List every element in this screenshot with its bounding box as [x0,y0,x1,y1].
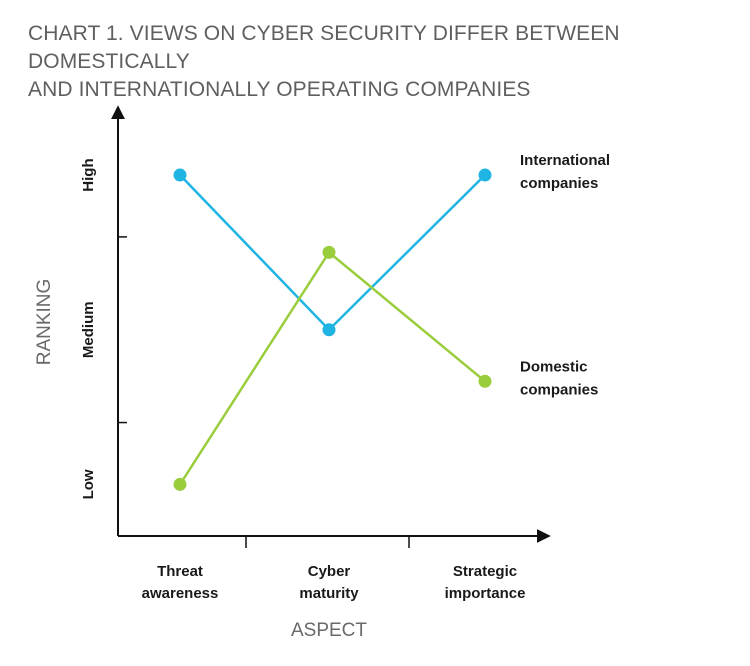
x-tick-label-1: Threat awareness [142,563,219,602]
data-point-domestic-2 [322,245,336,259]
y-tick-label-high: High [80,158,97,191]
series-label-line: Domestic [520,358,588,375]
chart-title-line-2: AND INTERNATIONALLY OPERATING COMPANIES [28,78,531,101]
x-tick-label-line: importance [445,585,526,602]
data-point-international-1 [173,168,187,182]
x-tick-label-3: Strategic importance [445,563,526,602]
x-tick-label-2: Cyber maturity [299,563,359,602]
series-label-international: International companies [520,152,610,192]
chart-title: CHART 1. VIEWS ON CYBER SECURITY DIFFER … [28,20,738,104]
series-label-line: companies [520,381,598,398]
series-points [173,168,492,491]
data-point-international-2 [322,323,336,337]
y-tick-label-low: Low [80,469,97,499]
data-point-domestic-1 [173,477,187,491]
chart-labels: Low Medium High RANKING Threat awareness Cyber… [34,152,610,641]
x-tick-label-line: Strategic [453,563,517,580]
series-label-domestic: Domestic companies [520,358,598,398]
x-tick-label-line: awareness [142,585,219,602]
series-line-domestic [178,250,486,486]
series-label-line: companies [520,175,598,192]
x-tick-label-line: Threat [157,563,203,580]
y-tick-label-medium: Medium [80,301,97,358]
y-axis-title: RANKING [34,279,55,366]
axes [111,105,551,548]
x-tick-label-line: Cyber [308,563,351,580]
x-tick-label-line: maturity [299,585,359,602]
data-point-international-3 [478,168,492,182]
data-point-domestic-3 [478,374,492,388]
chart-title-line-1: CHART 1. VIEWS ON CYBER SECURITY DIFFER … [28,22,620,73]
x-axis-title: ASPECT [291,620,367,641]
series-label-line: International [520,152,610,169]
